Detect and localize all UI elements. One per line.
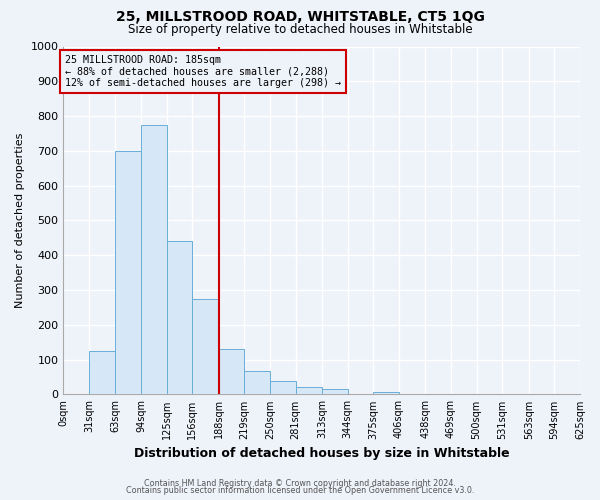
Bar (322, 389, 348, 394)
Text: Contains HM Land Registry data © Crown copyright and database right 2024.: Contains HM Land Registry data © Crown c… (144, 478, 456, 488)
Bar (193, 298, 219, 394)
Text: 25 MILLSTROOD ROAD: 185sqm
← 88% of detached houses are smaller (2,288)
12% of s: 25 MILLSTROOD ROAD: 185sqm ← 88% of deta… (65, 55, 341, 88)
Text: Contains public sector information licensed under the Open Government Licence v3: Contains public sector information licen… (126, 486, 474, 495)
Text: Size of property relative to detached houses in Whitstable: Size of property relative to detached ho… (128, 22, 472, 36)
Bar (89, 350, 115, 395)
X-axis label: Distribution of detached houses by size in Whitstable: Distribution of detached houses by size … (134, 447, 509, 460)
Bar (270, 380, 296, 394)
Bar (296, 388, 322, 394)
Bar (115, 151, 141, 394)
Text: 25, MILLSTROOD ROAD, WHITSTABLE, CT5 1QG: 25, MILLSTROOD ROAD, WHITSTABLE, CT5 1QG (116, 10, 484, 24)
Y-axis label: Number of detached properties: Number of detached properties (15, 133, 25, 308)
Bar (167, 242, 193, 394)
Bar (244, 371, 270, 394)
Bar (219, 349, 244, 395)
Bar (373, 392, 399, 394)
Bar (141, 125, 167, 394)
